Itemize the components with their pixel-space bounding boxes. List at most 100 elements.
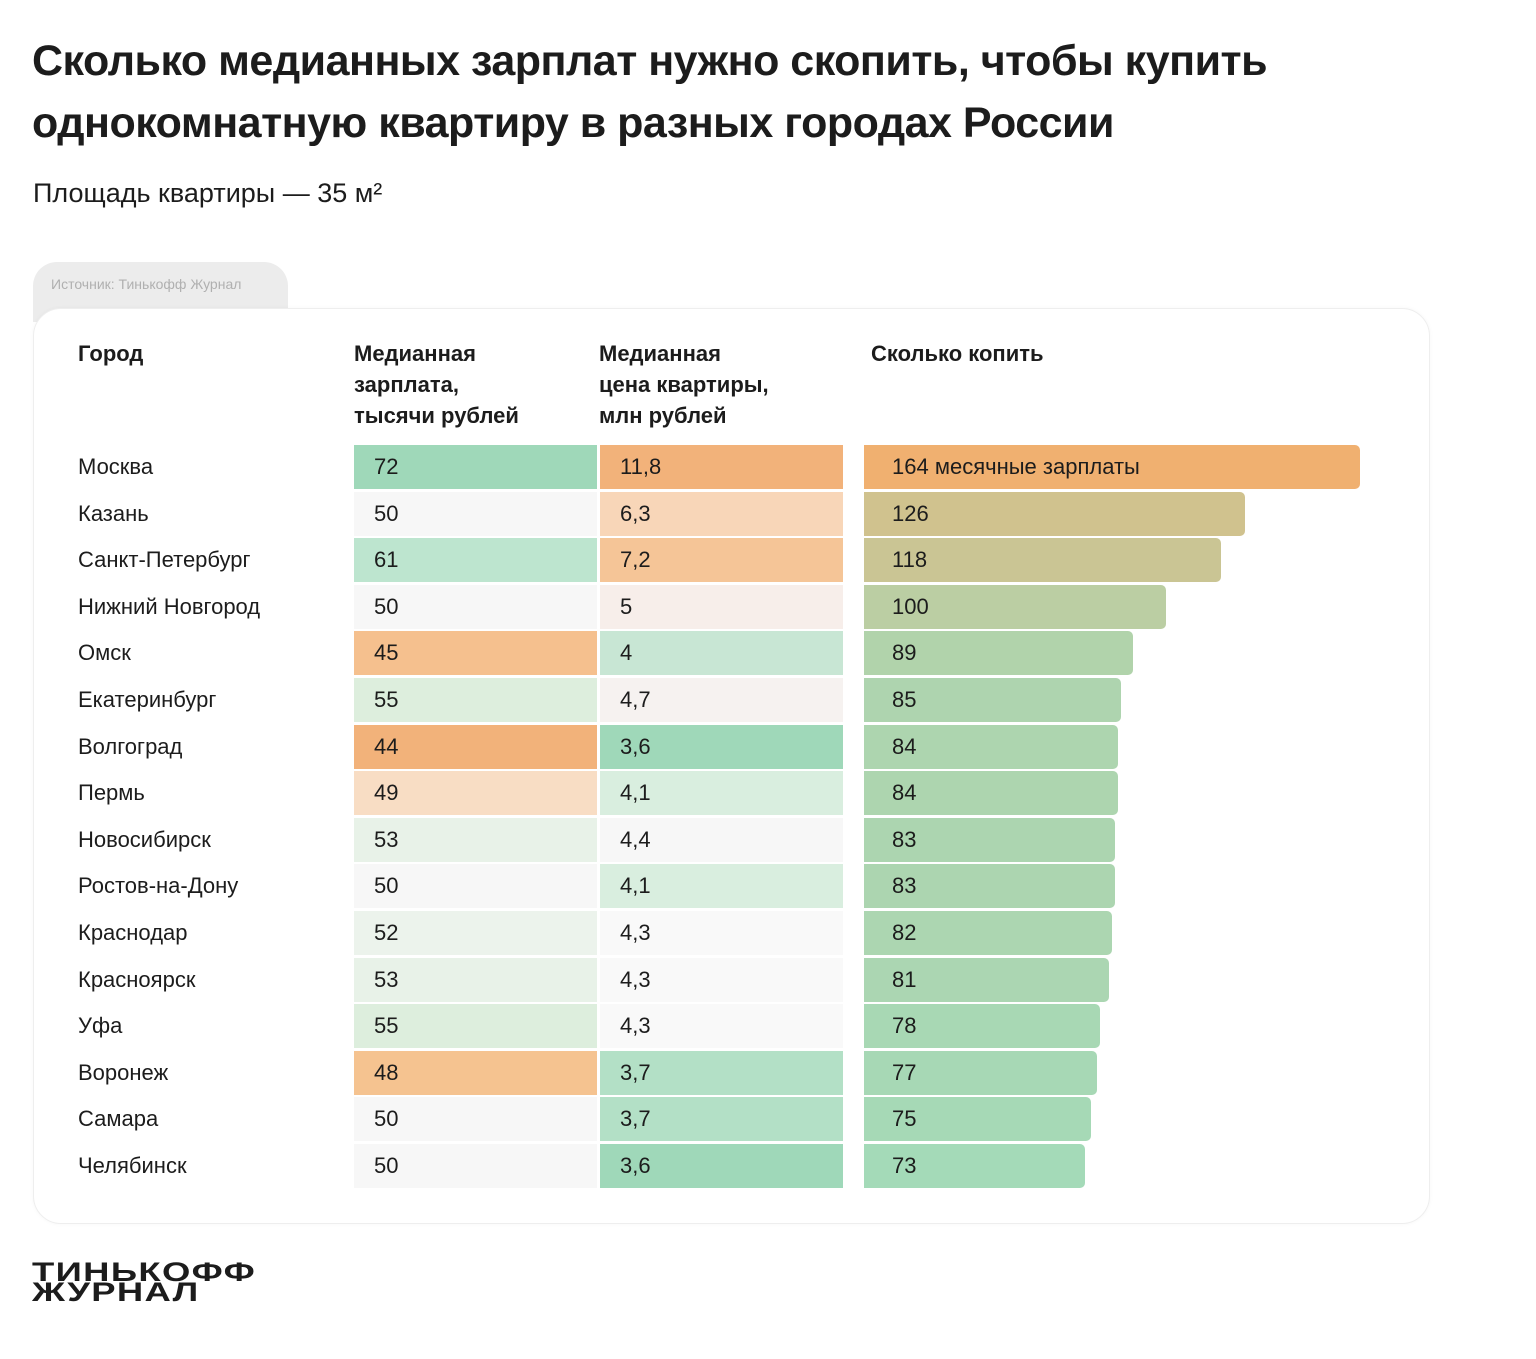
city-name: Омск bbox=[78, 640, 131, 666]
price-cell: 3,6 bbox=[600, 1144, 843, 1188]
price-cell: 4,7 bbox=[600, 678, 843, 722]
salary-cell: 44 bbox=[354, 724, 597, 769]
table-row: Уфа 55 4,3 78 bbox=[0, 1004, 1536, 1049]
months-bar: 81 bbox=[864, 957, 1109, 1002]
city-name: Нижний Новгород bbox=[78, 593, 261, 619]
city-name: Екатеринбург bbox=[78, 687, 217, 712]
months-value: 118 bbox=[892, 547, 928, 573]
header-months: Сколько копить bbox=[871, 341, 1044, 366]
price-cell: 4,3 bbox=[600, 1004, 843, 1049]
salary-cell: 53 bbox=[354, 957, 597, 1002]
price-cell: 4,1 bbox=[600, 771, 843, 816]
salary-cell: 61 bbox=[354, 538, 597, 583]
months-bar: 118 bbox=[864, 538, 1221, 583]
table-row: Красноярск 53 4,3 81 bbox=[0, 957, 1536, 1002]
months-value: 84 bbox=[892, 780, 917, 806]
months-bar: 83 bbox=[864, 817, 1116, 862]
months-value: 83 bbox=[892, 826, 917, 852]
price-cell: 3,7 bbox=[600, 1097, 843, 1142]
months-value: 82 bbox=[892, 920, 917, 945]
months-value: 81 bbox=[892, 966, 917, 992]
salary-cell: 50 bbox=[354, 491, 597, 536]
months-unit: месячные зарплаты bbox=[934, 454, 1140, 479]
price-cell: 5 bbox=[600, 584, 843, 629]
salary-cell: 72 bbox=[354, 445, 597, 489]
table-row: Казань 50 6,3 126 bbox=[0, 491, 1536, 536]
salary-cell: 50 bbox=[354, 1097, 597, 1142]
table-row: Омск 45 4 89 bbox=[0, 631, 1536, 676]
salary-cell: 55 bbox=[354, 1004, 597, 1049]
salary-cell: 49 bbox=[354, 771, 597, 816]
table-row: Самара 50 3,7 75 bbox=[0, 1097, 1536, 1142]
salary-cell: 53 bbox=[354, 817, 597, 862]
months-value: 75 bbox=[892, 1106, 917, 1132]
months-bar: 77 bbox=[864, 1050, 1097, 1095]
months-value: 73 bbox=[892, 1153, 917, 1178]
city-name: Казань bbox=[78, 500, 149, 526]
price-cell: 7,2 bbox=[600, 538, 843, 583]
price-cell: 4,4 bbox=[600, 817, 843, 862]
salary-cell: 45 bbox=[354, 631, 597, 676]
months-bar: 83 bbox=[864, 864, 1116, 909]
months-value: 78 bbox=[892, 1013, 917, 1039]
price-cell: 4 bbox=[600, 631, 843, 676]
price-cell: 11,8 bbox=[600, 445, 843, 489]
table-row: Челябинск 50 3,6 73 bbox=[0, 1144, 1536, 1188]
source-text: Источник: Тинькофф Журнал bbox=[51, 276, 242, 292]
table-row: Новосибирск 53 4,4 83 bbox=[0, 817, 1536, 862]
months-value: 100 bbox=[892, 593, 929, 619]
city-name: Новосибирск bbox=[78, 826, 211, 852]
table-row: Москва 72 11,8 164 месячные зарплаты bbox=[0, 445, 1536, 489]
months-bar: 84 bbox=[864, 771, 1119, 816]
city-name: Ростов-на-Дону bbox=[78, 873, 239, 899]
table-row: Воронеж 48 3,7 77 bbox=[0, 1050, 1536, 1095]
months-value: 77 bbox=[892, 1059, 917, 1085]
city-name: Красноярск bbox=[78, 966, 196, 992]
table-row: Санкт-Петербург 61 7,2 118 bbox=[0, 538, 1536, 583]
table-row: Волгоград 44 3,6 84 bbox=[0, 724, 1536, 769]
months-bar: 84 bbox=[864, 724, 1119, 769]
chart-title: Сколько медианных зарплат нужно скопить,… bbox=[32, 37, 1268, 147]
city-name: Санкт-Петербург bbox=[78, 547, 251, 573]
months-value: 89 bbox=[892, 640, 917, 666]
months-bar: 78 bbox=[864, 1004, 1100, 1049]
city-name: Краснодар bbox=[78, 920, 188, 945]
city-name: Самара bbox=[78, 1106, 159, 1132]
months-bar: 126 bbox=[864, 491, 1246, 536]
salary-cell: 48 bbox=[354, 1050, 597, 1095]
months-bar: 85 bbox=[864, 678, 1122, 722]
table-row: Пермь 49 4,1 84 bbox=[0, 771, 1536, 816]
salary-cell: 50 bbox=[354, 584, 597, 629]
months-bar: 82 bbox=[864, 911, 1112, 955]
header-city: Город bbox=[78, 341, 144, 366]
months-value: 126 bbox=[892, 500, 929, 526]
city-name: Уфа bbox=[78, 1013, 123, 1039]
price-cell: 6,3 bbox=[600, 491, 843, 536]
months-bar: 89 bbox=[864, 631, 1134, 676]
months-value: 85 bbox=[892, 687, 917, 712]
city-name: Москва bbox=[78, 454, 154, 479]
salary-cell: 52 bbox=[354, 911, 597, 955]
months-bar: 100 bbox=[864, 584, 1167, 629]
months-bar: 75 bbox=[864, 1097, 1091, 1142]
table-row: Краснодар 52 4,3 82 bbox=[0, 911, 1536, 955]
logo: ТИНЬКОФФ ЖУРНАЛ bbox=[32, 1257, 257, 1307]
table-row: Екатеринбург 55 4,7 85 bbox=[0, 678, 1536, 722]
price-cell: 4,3 bbox=[600, 957, 843, 1002]
city-name: Волгоград bbox=[78, 733, 183, 759]
months-value: 84 bbox=[892, 733, 917, 759]
salary-cell: 55 bbox=[354, 678, 597, 722]
table-row: Ростов-на-Дону 50 4,1 83 bbox=[0, 864, 1536, 909]
months-value: 83 bbox=[892, 873, 917, 899]
chart-subtitle: Площадь квартиры — 35 м² bbox=[33, 178, 383, 208]
header-salary: Медианная зарплата, тысячи рублей bbox=[354, 341, 519, 428]
price-cell: 4,3 bbox=[600, 911, 843, 955]
salary-cell: 50 bbox=[354, 864, 597, 909]
months-value: 164 bbox=[892, 454, 929, 479]
salary-cell: 50 bbox=[354, 1144, 597, 1188]
price-cell: 4,1 bbox=[600, 864, 843, 909]
header-price: Медианная цена квартиры, млн рублей bbox=[599, 341, 769, 428]
table-row: Нижний Новгород 50 5 100 bbox=[0, 584, 1536, 629]
months-bar: 164 месячные зарплаты bbox=[864, 445, 1360, 489]
city-name: Пермь bbox=[78, 780, 145, 806]
